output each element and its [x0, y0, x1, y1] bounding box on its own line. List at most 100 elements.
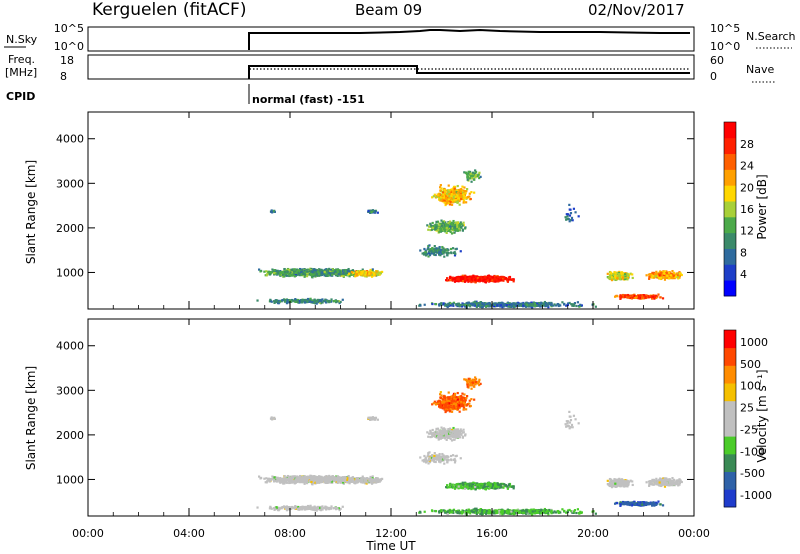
power-cell [609, 275, 612, 278]
power-cell [471, 172, 474, 176]
power-cell [652, 272, 655, 275]
power-cell [448, 199, 451, 202]
power-cell [351, 269, 355, 272]
power-cell [611, 276, 614, 279]
power-cell [447, 222, 450, 225]
power-cell [473, 276, 477, 279]
power-cell [434, 227, 437, 230]
power-cell [526, 302, 529, 305]
power-cell [478, 301, 482, 304]
power-cell [455, 247, 458, 250]
power-cell [362, 270, 365, 273]
power-cell [269, 298, 272, 301]
power-cell [466, 279, 469, 282]
power-cell [456, 194, 459, 197]
power-cell [664, 270, 667, 273]
power-cell [336, 268, 339, 271]
power-cell [326, 268, 329, 271]
power-cell [337, 300, 340, 303]
power-cell [314, 299, 317, 303]
power-cell [314, 302, 317, 305]
power-cell [437, 303, 441, 306]
power-cell [534, 303, 537, 306]
power-cell [439, 226, 442, 229]
power-cell [625, 295, 628, 299]
power-cell [655, 270, 658, 273]
power-cell [303, 270, 306, 273]
power-cell [564, 216, 567, 219]
power-cell [457, 278, 460, 281]
power-cell [423, 251, 426, 255]
power-cell [462, 302, 465, 306]
power-cell [357, 273, 360, 276]
power-cell [648, 295, 651, 298]
power-cell [508, 305, 511, 308]
power-cell [463, 275, 467, 279]
power-cell [568, 203, 571, 206]
power-cell [280, 299, 284, 302]
power-cell [271, 271, 274, 274]
power-cell [446, 254, 449, 257]
power-cell [456, 200, 459, 203]
power-cell [512, 305, 516, 308]
power-cell [348, 272, 351, 275]
power-cell [419, 249, 422, 252]
power-cell [435, 220, 438, 223]
power-cell [330, 273, 334, 276]
power-cell [497, 280, 500, 283]
power-cell [437, 249, 441, 253]
power-cell [288, 274, 291, 278]
power-cell [435, 247, 438, 250]
power-cell [454, 252, 457, 255]
power-cell [273, 301, 276, 305]
power-cell [439, 228, 442, 232]
velocity-cell [271, 478, 274, 481]
power-cell [569, 208, 572, 211]
power-cell [622, 278, 625, 281]
power-cell [468, 277, 471, 280]
power-cell [375, 274, 378, 277]
power-cell [563, 302, 566, 306]
power-cell [286, 270, 289, 273]
power-cell [342, 269, 346, 272]
power-cell [344, 273, 347, 276]
power-cell [442, 193, 445, 196]
power-cell [350, 271, 353, 274]
power-cell [337, 269, 341, 272]
power-cell [454, 198, 458, 201]
power-cell [456, 201, 459, 204]
power-cell [455, 278, 459, 281]
power-cell [465, 173, 469, 176]
power-cell [479, 175, 482, 178]
power-cell [556, 302, 559, 306]
power-cell [430, 248, 433, 251]
power-cell [521, 302, 524, 305]
power-cell [535, 304, 538, 307]
power-cell [450, 203, 454, 206]
power-cell [315, 274, 318, 277]
power-cell [501, 275, 504, 278]
power-cell [273, 300, 276, 303]
power-cell [506, 280, 510, 283]
power-cell [366, 274, 369, 277]
power-cell [468, 195, 471, 198]
power-cell [629, 272, 632, 275]
power-cell [468, 279, 471, 282]
power-cell [287, 272, 290, 275]
power-cell [504, 277, 507, 280]
power-cell [438, 222, 441, 225]
power-cell [503, 303, 507, 307]
power-cell [446, 194, 449, 197]
velocity-cell [291, 481, 294, 484]
power-cell [658, 274, 661, 277]
power-cell [377, 271, 380, 274]
power-cell [457, 227, 460, 230]
power-cell [654, 296, 657, 299]
power-cell [371, 268, 374, 271]
velocity-cell [339, 481, 342, 484]
power-cell [465, 201, 468, 204]
power-cell [481, 276, 484, 279]
power-cell [321, 272, 324, 275]
power-cell [658, 271, 661, 274]
